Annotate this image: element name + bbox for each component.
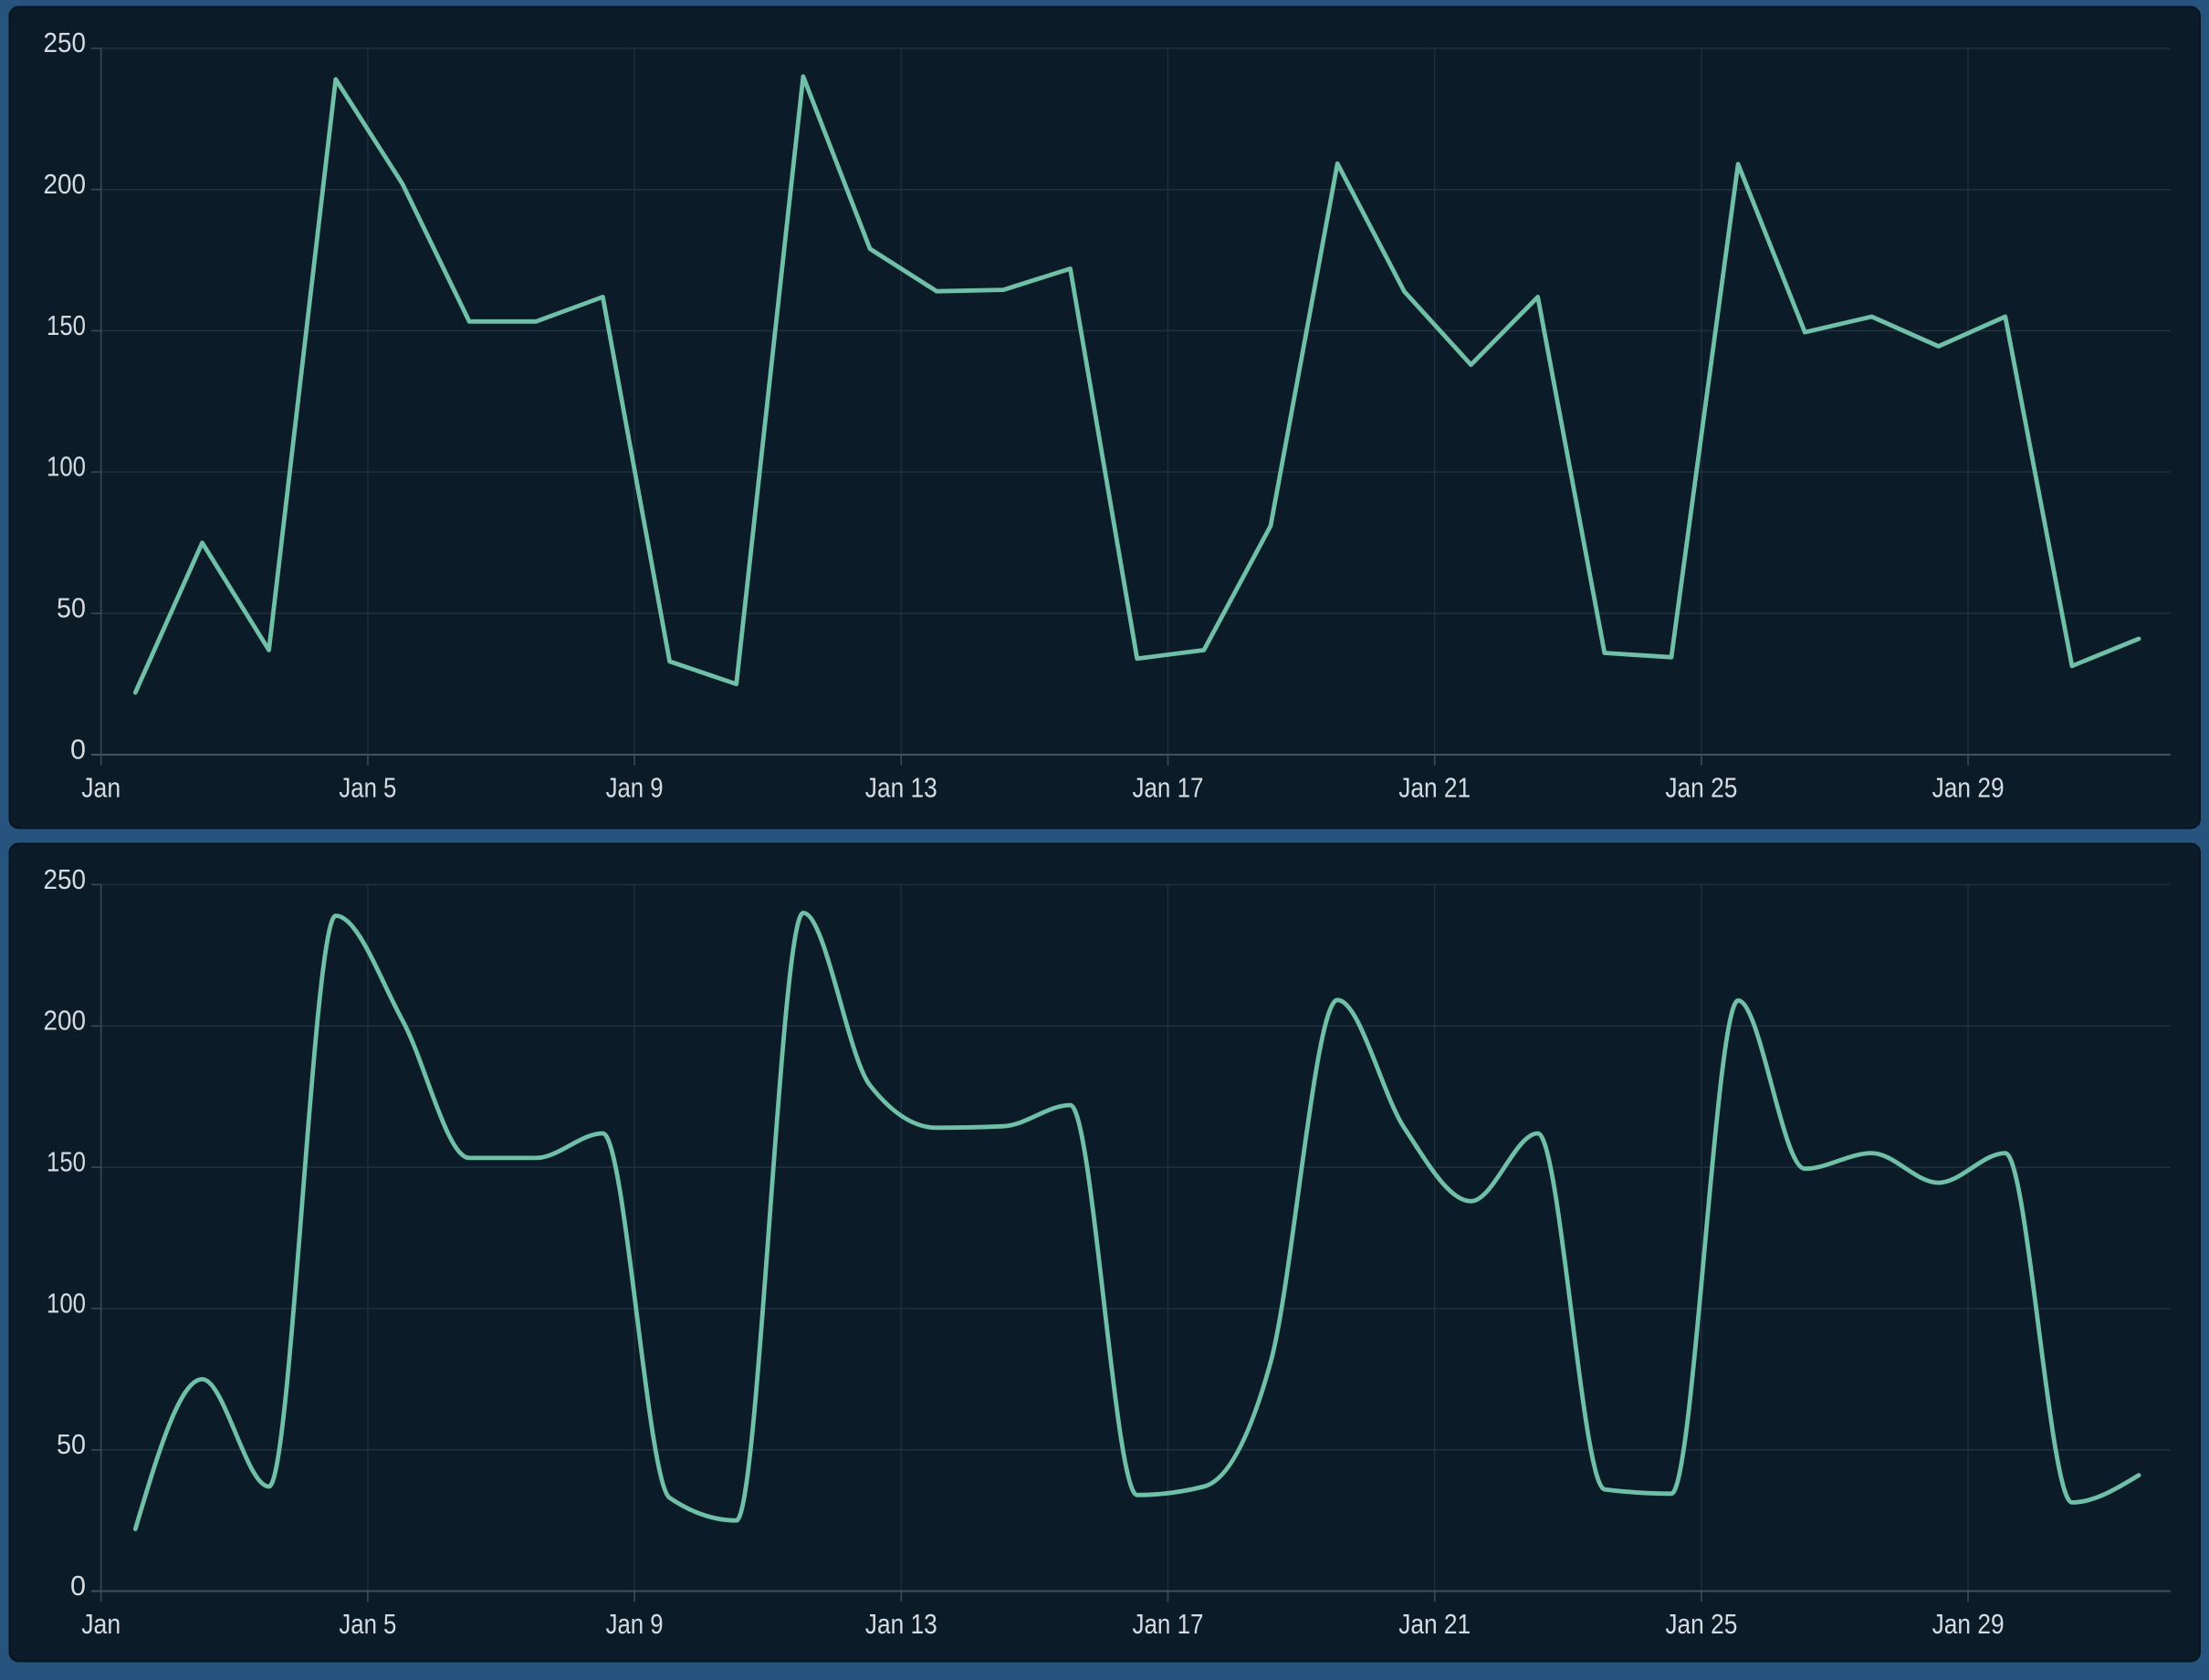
svg-text:Jan 5: Jan 5 — [339, 772, 396, 803]
svg-text:0: 0 — [70, 1570, 86, 1602]
svg-text:250: 250 — [44, 864, 87, 895]
svg-text:100: 100 — [47, 452, 86, 483]
svg-text:Jan 9: Jan 9 — [606, 772, 664, 803]
svg-text:Jan 5: Jan 5 — [339, 1609, 396, 1640]
svg-text:Jan 13: Jan 13 — [865, 1609, 937, 1640]
svg-text:Jan: Jan — [81, 1609, 120, 1640]
svg-text:150: 150 — [47, 1147, 86, 1178]
svg-text:Jan 29: Jan 29 — [1932, 1609, 2005, 1640]
svg-text:Jan 13: Jan 13 — [865, 772, 937, 803]
svg-text:50: 50 — [57, 1429, 86, 1460]
svg-text:50: 50 — [57, 593, 86, 624]
svg-text:Jan 17: Jan 17 — [1133, 772, 1204, 803]
svg-text:Jan 25: Jan 25 — [1665, 1609, 1737, 1640]
svg-text:150: 150 — [47, 310, 86, 341]
svg-text:200: 200 — [44, 169, 87, 200]
svg-text:250: 250 — [44, 27, 87, 58]
svg-text:100: 100 — [47, 1288, 86, 1319]
svg-text:Jan 9: Jan 9 — [606, 1609, 664, 1640]
svg-text:Jan 17: Jan 17 — [1133, 1609, 1204, 1640]
svg-text:Jan 21: Jan 21 — [1398, 1609, 1471, 1640]
svg-text:Jan 29: Jan 29 — [1932, 772, 2005, 803]
svg-text:0: 0 — [70, 734, 86, 765]
svg-text:Jan 21: Jan 21 — [1398, 772, 1471, 803]
svg-text:200: 200 — [44, 1006, 87, 1037]
svg-text:Jan: Jan — [81, 772, 120, 803]
svg-text:Jan 25: Jan 25 — [1665, 772, 1737, 803]
